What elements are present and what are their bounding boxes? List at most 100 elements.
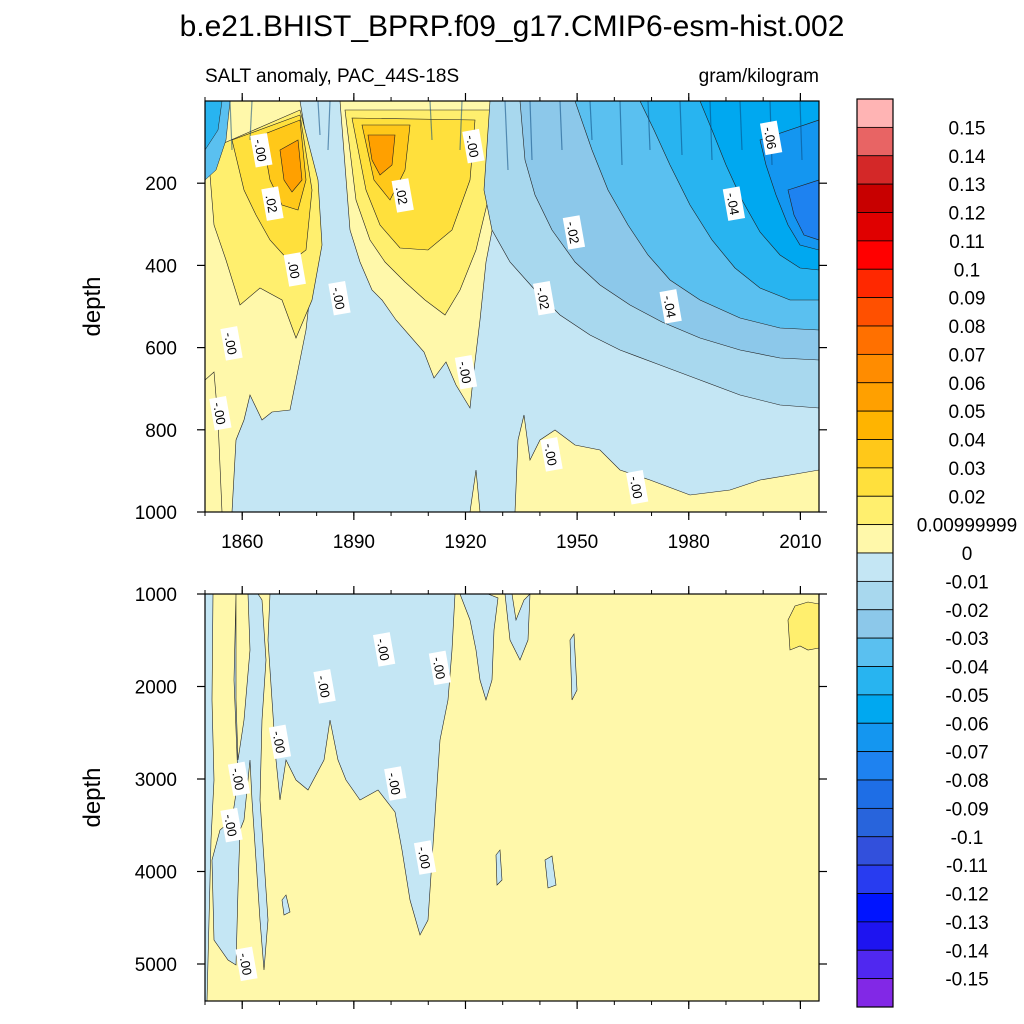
colorbar-level-label: -0.14 (945, 941, 989, 962)
contour-label-bg (372, 632, 396, 667)
colorbar-level-label: -0.12 (945, 885, 988, 906)
contour-label: -.02 (532, 280, 556, 316)
colorbar-level-label: 0.09 (949, 289, 986, 310)
field-neg-lower-speck-a (544, 855, 557, 889)
y-tick-label: 200 (145, 174, 177, 195)
upper-panel-field (205, 101, 819, 512)
colorbar-level-label: -0.09 (945, 799, 988, 820)
colorbar: 0.15 0.14 0.13 0.12 0.11 0.1 0.09 0.08 0.07 0.06 0… (856, 98, 1017, 1008)
contour-label-bg (626, 470, 649, 505)
colorbar-swatch (856, 410, 894, 440)
lower-panel-axes: 1000 2000 3000 4000 5000 depth (79, 585, 827, 1009)
colorbar-level-label: 0.06 (949, 374, 986, 395)
colorbar-swatch (856, 637, 894, 667)
contour-label-bg (391, 178, 414, 213)
y-axis-label: depth (79, 276, 106, 336)
contour-label: -.04 (722, 186, 746, 221)
contour-label: -.00 (462, 128, 485, 164)
contour-label: -.06 (759, 120, 783, 156)
lower-panel-field (205, 594, 819, 1001)
contour-label-text: -.00 (229, 767, 248, 792)
x-tick-label: 1890 (333, 532, 375, 553)
field-neg-lower-spike-c (569, 633, 578, 701)
contour-label-bg (413, 840, 437, 875)
colorbar-level-label: 0.12 (949, 204, 986, 225)
field-pos-light-deep-center (469, 469, 481, 512)
contour-label: -.00 (328, 280, 351, 316)
contour-label: -.00 (235, 946, 258, 982)
colorbar-level-label: -0.06 (945, 714, 988, 735)
colorbar-swatch (856, 949, 894, 980)
colorbar-swatch (856, 212, 894, 242)
contour-label-bg (209, 396, 232, 431)
x-tick-label: 2010 (779, 532, 821, 553)
contour-label-text: -.06 (761, 126, 780, 151)
colorbar-level-label: 0.05 (949, 402, 986, 423)
contour-label-text: -.00 (251, 138, 270, 163)
contour-label: .02 (391, 178, 414, 213)
colorbar-swatch (856, 155, 894, 185)
y-tick-label: 800 (145, 421, 177, 442)
field-pos-peak-center (367, 134, 396, 176)
contour-label-bg (328, 280, 351, 316)
contour-label-text: -.00 (210, 401, 229, 426)
contour-label-text: -.00 (627, 475, 646, 500)
contour-label: -.00 (227, 761, 251, 797)
colorbar-swatch (856, 439, 894, 469)
colorbar-level-label: 0.15 (949, 118, 986, 139)
colorbar-level-label: -0.03 (945, 629, 988, 650)
upper-panel-axes: 1860 1890 1920 1950 1980 2010 200 400 600 800 1000… (79, 93, 827, 553)
colorbar-swatch (856, 353, 894, 384)
field-neg-lower-spike-a (459, 594, 499, 702)
contour-label-bg (532, 280, 556, 316)
colorbar-swatch (856, 893, 894, 923)
field-neg-lower-speck-b (495, 849, 503, 886)
contour-label-bg (268, 724, 292, 760)
colorbar-swatch (856, 297, 894, 327)
colorbar-frame (856, 98, 894, 1008)
contour-label-bg (384, 766, 407, 801)
contour-label-text: -.00 (541, 442, 560, 467)
contour-label-text: -.04 (724, 192, 743, 217)
colorbar-swatch (856, 666, 894, 696)
contour-label: -.00 (220, 326, 243, 361)
colorbar-level-label: 0.07 (949, 345, 986, 366)
contour-label-text: -.00 (221, 331, 240, 356)
colorbar-swatch (856, 467, 894, 497)
colorbar-swatch (856, 325, 894, 355)
colorbar-level-label: 0.14 (949, 147, 986, 168)
contour-label: -.02 (562, 215, 586, 250)
colorbar-level-label: 0.1 (954, 260, 980, 281)
colorbar-level-label: -0.04 (945, 658, 989, 679)
y-axis-label: depth (79, 767, 106, 827)
contour-label-bg (454, 354, 478, 390)
contour-label-bg (261, 186, 284, 221)
colorbar-level-label: 0 (962, 544, 973, 565)
colorbar-level-label: -0.15 (945, 970, 988, 991)
x-tick-label: 1980 (668, 532, 710, 553)
colorbar-swatch (856, 98, 894, 128)
contour-label: -.00 (268, 724, 292, 760)
contour-label-text: -.00 (415, 845, 434, 870)
contour-label: -.04 (659, 289, 682, 324)
contour-label-text: -.00 (374, 637, 393, 662)
colorbar-swatch (856, 268, 894, 299)
chart-subtitle-left: SALT anomaly, PAC_44S-18S (205, 66, 459, 87)
contour-label-bg (659, 289, 682, 324)
colorbar-swatch (856, 779, 894, 809)
field-surface-striations (229, 101, 803, 171)
contour-label-text: -.02 (534, 286, 553, 311)
field-neg-lower-spike-b (504, 594, 531, 661)
contour-label-bg (220, 326, 243, 361)
contour-label: -.00 (220, 807, 243, 843)
field-neg-surface-left2 (205, 101, 223, 151)
colorbar-swatch (856, 382, 894, 412)
contour-label: -.00 (626, 470, 649, 505)
plot-frame (204, 593, 820, 1002)
contour-label-bg (227, 761, 251, 797)
colorbar-level-label: 0.13 (949, 175, 986, 196)
colorbar-swatch (856, 694, 894, 724)
contour-label-text: -.00 (221, 813, 240, 838)
field-pos-light-edge (205, 371, 223, 512)
